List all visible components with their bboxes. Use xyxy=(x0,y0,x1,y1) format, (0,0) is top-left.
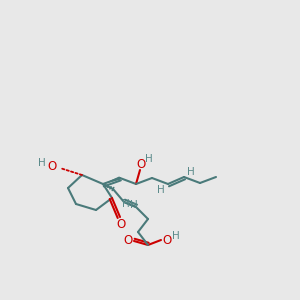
Text: H: H xyxy=(130,200,138,210)
Text: O: O xyxy=(162,233,172,247)
Text: H: H xyxy=(38,158,46,168)
Text: H: H xyxy=(122,199,130,209)
Text: O: O xyxy=(47,160,57,173)
Text: H: H xyxy=(172,231,180,241)
Text: H: H xyxy=(187,167,195,177)
Text: H: H xyxy=(145,154,153,164)
Polygon shape xyxy=(103,176,121,184)
Text: O: O xyxy=(116,218,126,230)
Text: O: O xyxy=(123,235,133,248)
Text: O: O xyxy=(136,158,146,170)
Text: H: H xyxy=(157,185,165,195)
